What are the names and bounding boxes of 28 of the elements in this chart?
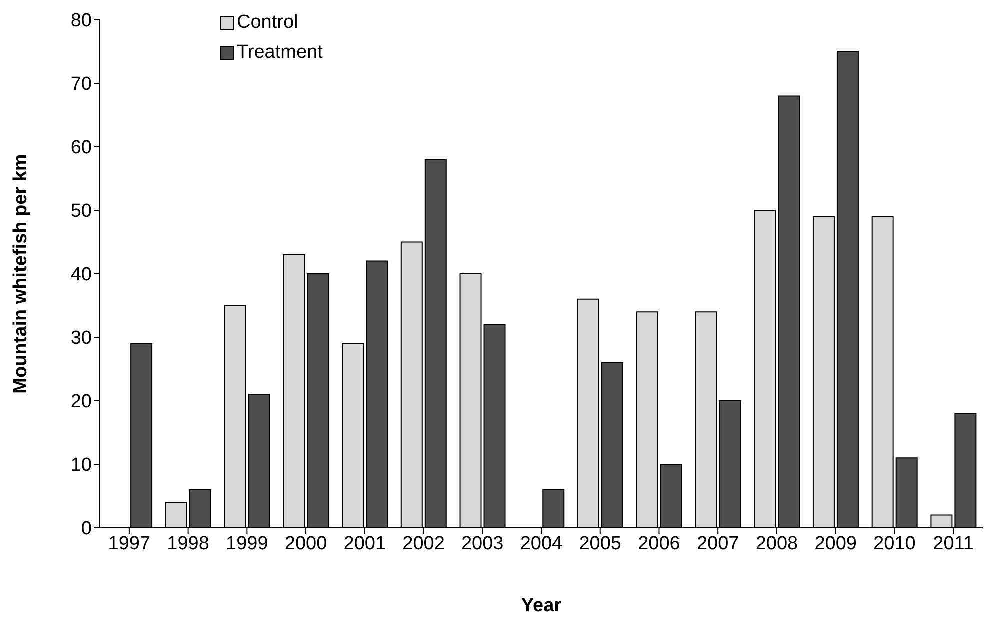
- legend-label: Control: [237, 11, 298, 35]
- y-tick-label: 10: [70, 455, 92, 476]
- x-tick-label: 1999: [226, 533, 268, 554]
- x-tick-label: 2001: [344, 533, 386, 554]
- x-tick-label: 2004: [520, 533, 564, 554]
- x-tick-label: 1997: [108, 533, 151, 554]
- x-tick-label: 2008: [756, 533, 798, 554]
- x-tick-label: 2005: [579, 533, 622, 554]
- y-tick-label: 70: [70, 74, 92, 96]
- x-tick-label: 2006: [638, 533, 680, 554]
- y-tick-label: 20: [70, 392, 92, 413]
- y-axis-title: Mountain whitefish per km: [10, 154, 32, 394]
- x-axis-title: Year: [521, 595, 562, 616]
- y-tick-label: 40: [70, 264, 92, 286]
- legend-label: Treatment: [237, 41, 323, 65]
- y-tick-label: 30: [70, 328, 92, 350]
- x-tick-label: 2010: [874, 533, 916, 554]
- y-tick-label: 60: [70, 138, 92, 159]
- x-tick-label: 2007: [696, 533, 740, 554]
- x-tick-label: 2000: [284, 533, 328, 554]
- x-tick-label: 2009: [814, 533, 857, 554]
- y-tick-label: 50: [70, 201, 92, 222]
- y-tick-label: 80: [70, 10, 92, 32]
- y-tick-label: 0: [81, 518, 92, 540]
- x-tick-label: 2003: [461, 533, 504, 554]
- x-tick-label: 2011: [933, 533, 974, 554]
- x-tick-label: 1998: [167, 533, 210, 554]
- x-tick-label: 2002: [402, 533, 445, 554]
